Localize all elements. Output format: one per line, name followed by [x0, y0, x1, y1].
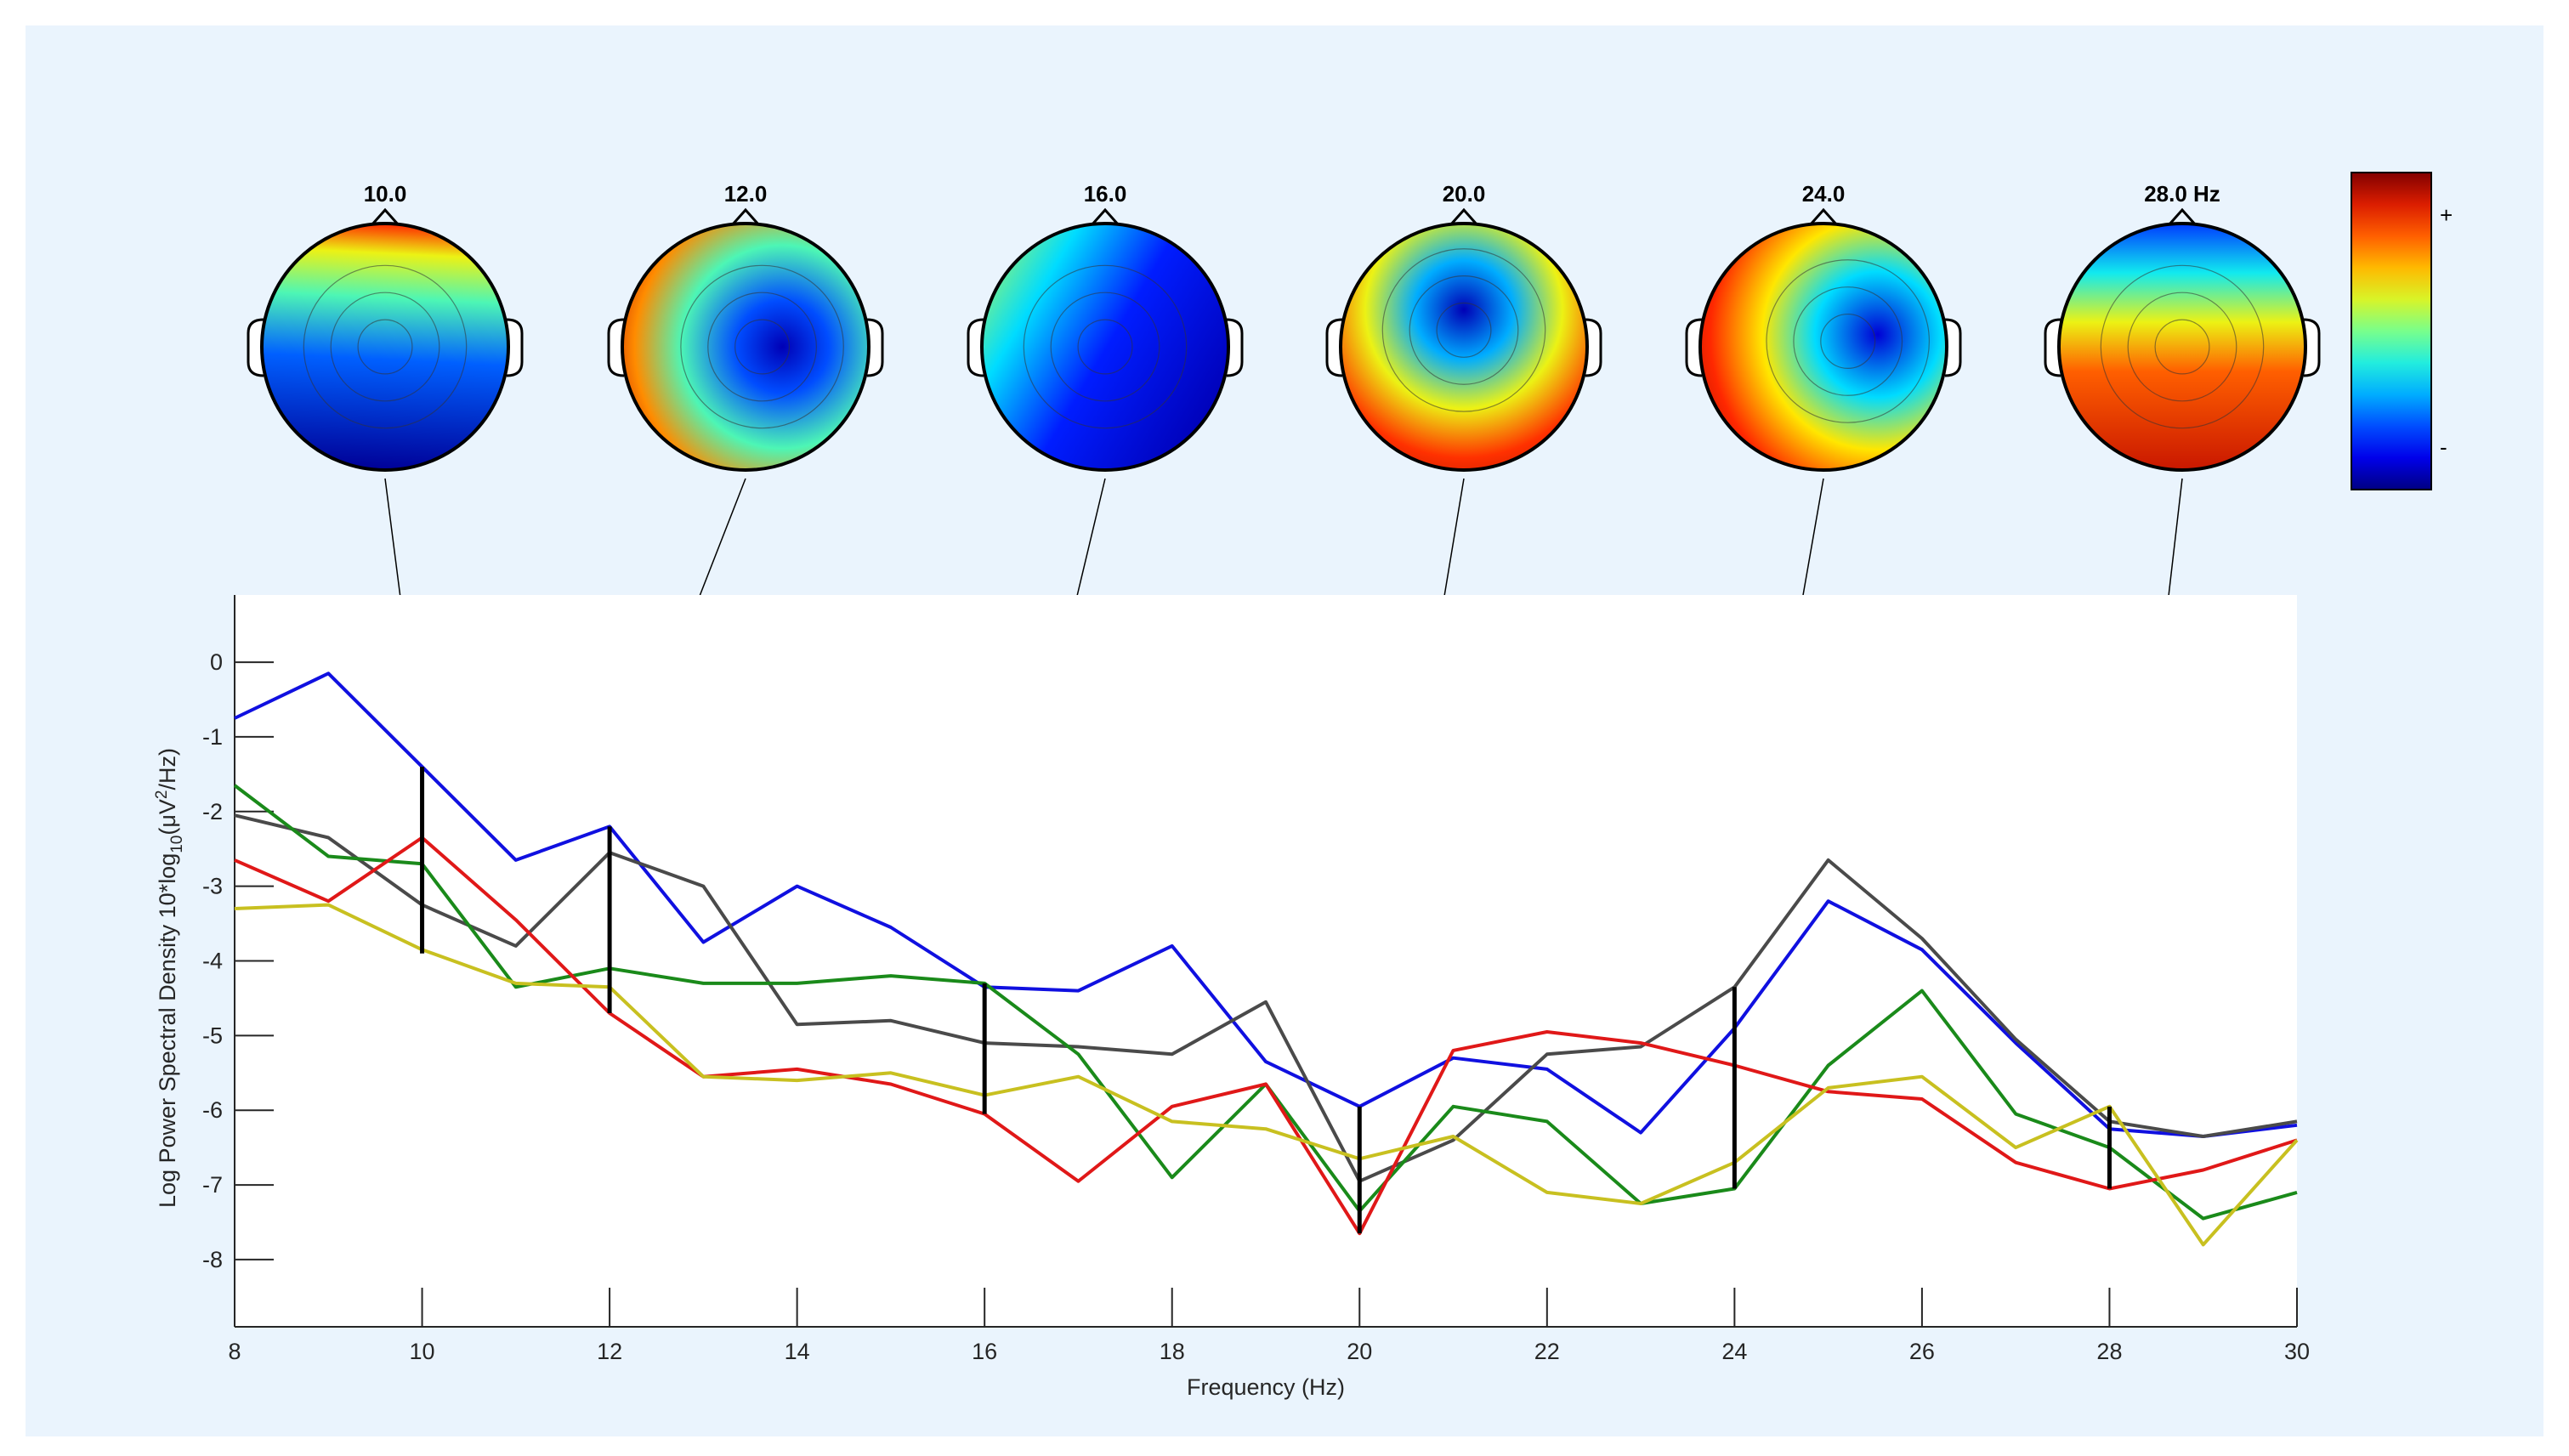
- y-tick-label: -4: [202, 949, 223, 974]
- y-tick-label: -8: [202, 1247, 223, 1272]
- x-tick-label: 28: [2096, 1339, 2122, 1364]
- y-tick-label: 0: [210, 649, 223, 675]
- topomap-16: 16.0: [967, 181, 1244, 472]
- head-map: [1698, 222, 1948, 472]
- topomap-label: 20.0: [1443, 181, 1486, 207]
- y-axis-title-part: /Hz): [155, 748, 180, 790]
- topomap-10: 10.0: [247, 181, 524, 472]
- contour-line: [1793, 286, 1903, 396]
- nose-shape: [1449, 207, 1479, 226]
- right-ear-shape: [1585, 318, 1602, 377]
- head-map: [1339, 222, 1589, 472]
- head-map: [980, 222, 1230, 472]
- nose-shape: [370, 207, 400, 226]
- y-axis-title-part: (: [155, 828, 180, 836]
- left-ear-shape: [247, 318, 264, 377]
- left-ear-shape: [1685, 318, 1703, 377]
- topomap-label: 24.0: [1802, 181, 1846, 207]
- nose-shape: [1090, 207, 1120, 226]
- colorbar: +-: [2351, 172, 2453, 490]
- contour-line: [303, 264, 468, 429]
- topomaps-row: 10.0 12.0 16.0 20.0 24.0 28.0 Hz: [247, 181, 2321, 472]
- x-tick-label: 18: [1160, 1339, 1185, 1364]
- x-tick-label: 16: [972, 1339, 997, 1364]
- plot-area: [235, 595, 2297, 1327]
- series-line-red: [234, 836, 2298, 1236]
- x-axis-title: Frequency (Hz): [1187, 1374, 1345, 1400]
- contour-line: [680, 264, 844, 429]
- right-ear-shape: [2303, 318, 2321, 377]
- y-tick-label: -2: [202, 799, 223, 824]
- contour-line: [734, 319, 791, 375]
- x-tick-label: 30: [2284, 1339, 2310, 1364]
- y-axis-title-part: 2: [153, 790, 171, 799]
- series-line-blue: [234, 671, 2298, 1138]
- series-line-yellow: [234, 903, 2299, 1247]
- x-tick-label: 22: [1534, 1339, 1560, 1364]
- topomap-label: 10.0: [364, 181, 407, 207]
- nose-shape: [730, 207, 761, 226]
- contour-line: [1023, 264, 1188, 429]
- y-axis-title-part: V: [155, 799, 180, 814]
- contour-line: [1409, 275, 1519, 385]
- topomap-20: 20.0: [1325, 181, 1602, 472]
- right-ear-shape: [1226, 318, 1244, 377]
- spectrum-axes: 8 10 12 14 16 18 20 22 24 26 28 30 0 -1 -2 -3 -4 -5 -6 -7 -8…: [153, 595, 2310, 1400]
- nose-shape: [1808, 207, 1839, 226]
- contour-line: [2100, 264, 2265, 429]
- psd-figure-svg: 10.0 12.0 16.0 20.0 24.0 28.0 Hz +- 8 10 12 14 16…: [153, 172, 2453, 1400]
- head-map: [2057, 222, 2307, 472]
- right-ear-shape: [866, 318, 884, 377]
- y-axis-title: Log Power Spectral Density 10*log10(μV2/…: [153, 748, 186, 1208]
- y-tick-label: -6: [202, 1097, 223, 1123]
- contour-line: [357, 319, 413, 375]
- contour-line: [1766, 259, 1931, 423]
- contour-line: [707, 292, 817, 402]
- x-tick-label: 20: [1347, 1339, 1372, 1364]
- figure-panel: 10.0 12.0 16.0 20.0 24.0 28.0 Hz + - 8 10 12 14 16…: [26, 25, 2543, 1436]
- left-ear-shape: [967, 318, 984, 377]
- contour-line: [2127, 292, 2237, 402]
- topomap-28: 28.0 Hz: [2044, 181, 2321, 472]
- nose-shape: [2167, 207, 2198, 226]
- x-tick-label: 24: [1721, 1339, 1747, 1364]
- x-tick-label: 8: [228, 1339, 241, 1364]
- x-tick-label: 12: [597, 1339, 622, 1364]
- topomap-label: 28.0 Hz: [2144, 181, 2220, 207]
- y-tick-label: -5: [202, 1023, 223, 1048]
- left-ear-shape: [2044, 318, 2061, 377]
- colorbar-plus-label: +: [2440, 202, 2453, 228]
- contour-line: [1050, 292, 1160, 402]
- x-tick-label: 10: [410, 1339, 435, 1364]
- head-map: [621, 222, 871, 472]
- colorbar-bar: [2351, 172, 2432, 490]
- y-tick-label: -1: [202, 724, 223, 750]
- contour-line: [330, 292, 440, 402]
- topomap-label: 12.0: [724, 181, 768, 207]
- x-tick-label: 14: [785, 1339, 810, 1364]
- right-ear-shape: [1944, 318, 1962, 377]
- topomap-12: 12.0: [607, 181, 884, 472]
- colorbar-minus-label: -: [2440, 434, 2447, 460]
- series-line-gray: [234, 813, 2298, 1183]
- y-axis-title-part: Log Power Spectral Density 10*log: [155, 853, 180, 1208]
- left-ear-shape: [1325, 318, 1343, 377]
- x-tick-label: 26: [1909, 1339, 1935, 1364]
- left-ear-shape: [607, 318, 625, 377]
- y-tick-label: -3: [202, 874, 223, 899]
- contour-line: [1381, 248, 1546, 412]
- contour-line: [1077, 319, 1133, 375]
- topomap-label: 16.0: [1084, 181, 1127, 207]
- contour-line: [1820, 313, 1876, 369]
- topomap-24: 24.0: [1685, 181, 1962, 472]
- y-axis-title-part: μ: [155, 814, 180, 828]
- y-axis-title-part: 10: [168, 836, 186, 853]
- head-map: [260, 222, 510, 472]
- contour-line: [1436, 302, 1492, 358]
- right-ear-shape: [506, 318, 524, 377]
- y-tick-label: -7: [202, 1172, 223, 1198]
- contour-line: [2154, 319, 2210, 375]
